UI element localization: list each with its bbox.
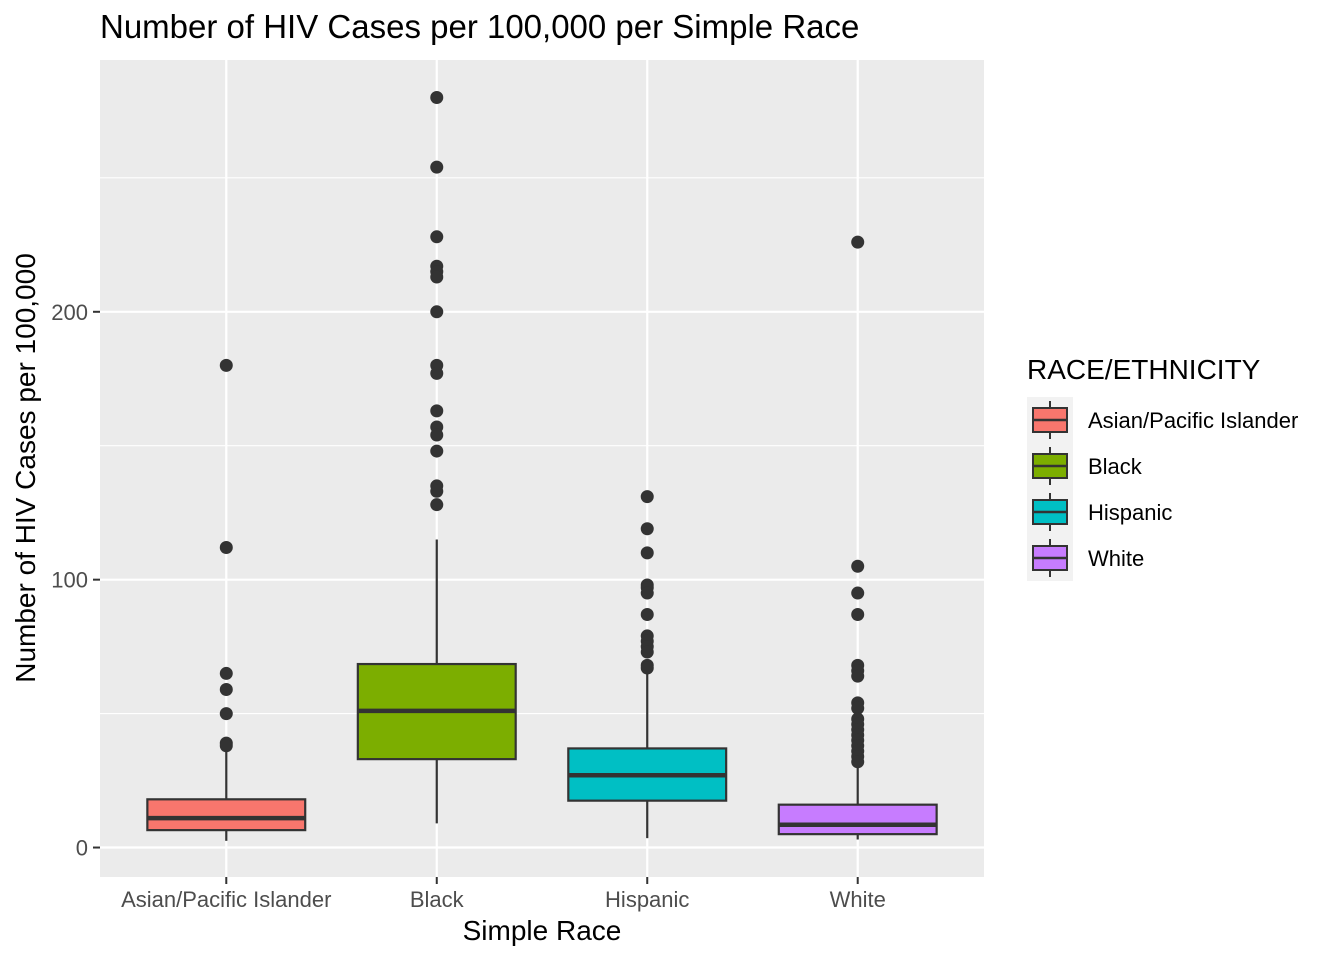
outlier-point (640, 546, 654, 560)
outlier-point (219, 666, 233, 680)
box-group-asian-pacific-islander (146, 358, 307, 841)
outlier-point (640, 661, 654, 675)
legend-label: White (1088, 546, 1144, 571)
legend-items: Asian/Pacific Islander Black Hispanic White (1032, 401, 1298, 577)
outlier-point (640, 607, 654, 621)
legend-item: Hispanic (1032, 493, 1172, 531)
outlier-point (219, 682, 233, 696)
outlier-point (430, 305, 444, 319)
outlier-point (430, 230, 444, 244)
y-axis: 0 100 200 (51, 300, 100, 861)
outlier-point (851, 235, 865, 249)
outlier-point (430, 160, 444, 174)
outlier-point (430, 484, 444, 498)
x-axis: Asian/Pacific Islander Black Hispanic White (121, 877, 886, 912)
outlier-point (640, 522, 654, 536)
box-group-black (356, 91, 517, 824)
outlier-point (851, 755, 865, 769)
outlier-point (219, 358, 233, 372)
box-layer (146, 91, 938, 841)
x-tick-label: Black (410, 887, 465, 912)
legend-item: White (1032, 539, 1144, 577)
box-group-white (777, 235, 938, 840)
box-group-hispanic (567, 490, 728, 839)
outlier-point (430, 404, 444, 418)
y-tick-label: 200 (51, 300, 88, 325)
outlier-point (430, 428, 444, 442)
outlier-point (851, 559, 865, 573)
outlier-point (851, 586, 865, 600)
x-tick-label: Asian/Pacific Islander (121, 887, 331, 912)
plot-panel (100, 60, 984, 877)
outlier-point (851, 701, 865, 715)
legend-item: Asian/Pacific Islander (1032, 401, 1298, 439)
outlier-point (640, 490, 654, 504)
y-axis-title: Number of HIV Cases per 100,000 (10, 253, 41, 683)
legend-label: Asian/Pacific Islander (1088, 408, 1298, 433)
x-axis-title: Simple Race (463, 915, 622, 946)
outlier-point (640, 586, 654, 600)
outlier-point (430, 366, 444, 380)
legend-label: Black (1088, 454, 1143, 479)
y-tick-label: 100 (51, 568, 88, 593)
minor-gridlines (100, 177, 984, 715)
outlier-point (851, 607, 865, 621)
chart-title: Number of HIV Cases per 100,000 per Simp… (100, 8, 859, 45)
outlier-point (219, 541, 233, 555)
legend-title: RACE/ETHNICITY (1027, 354, 1261, 385)
y-tick-label: 0 (76, 836, 88, 861)
x-tick-label: Hispanic (605, 887, 689, 912)
outlier-point (640, 645, 654, 659)
legend-item: Black (1032, 447, 1143, 485)
outlier-point (219, 739, 233, 753)
legend: RACE/ETHNICITY Asian/Pacific Islander Bla… (1027, 354, 1298, 581)
outlier-point (430, 270, 444, 284)
legend-label: Hispanic (1088, 500, 1172, 525)
outlier-point (430, 444, 444, 458)
outlier-point (430, 91, 444, 105)
outlier-point (851, 669, 865, 683)
outlier-point (430, 498, 444, 512)
box (146, 798, 307, 832)
box (777, 803, 938, 836)
outlier-point (219, 707, 233, 721)
x-tick-label: White (830, 887, 886, 912)
